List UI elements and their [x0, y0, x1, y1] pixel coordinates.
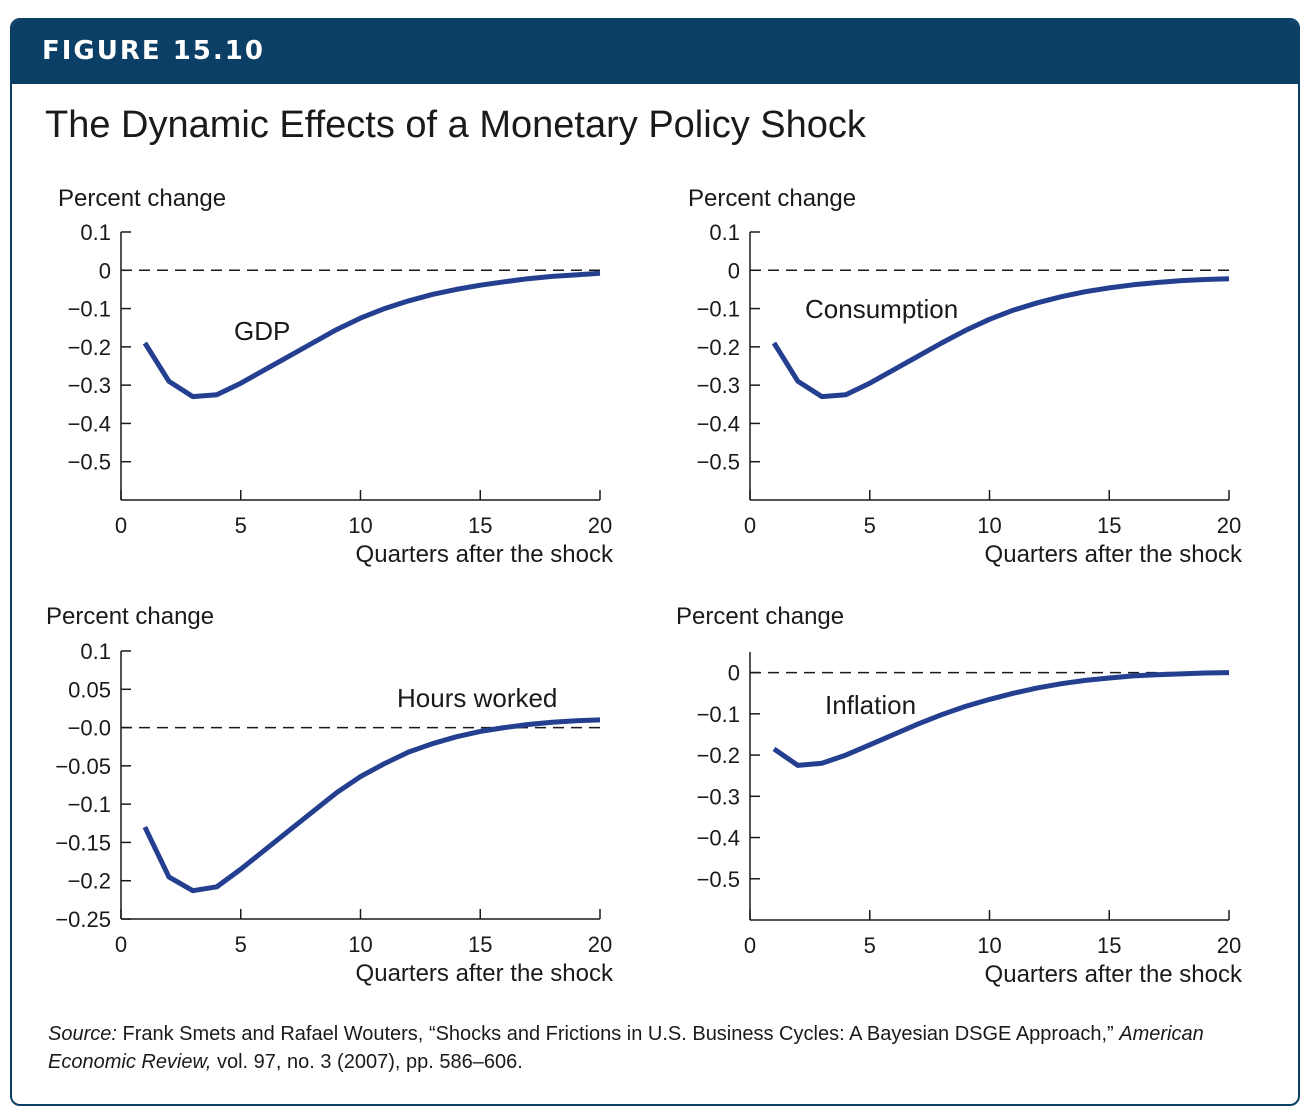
- figure-label: FIGURE 15.10: [42, 36, 265, 66]
- chart-1-xtick-label: 10: [348, 513, 372, 538]
- figure-title: The Dynamic Effects of a Monetary Policy…: [45, 104, 866, 146]
- source-details: vol. 97, no. 3 (2007), pp. 586–606.: [211, 1051, 523, 1073]
- chart-4-xtick-label: 5: [864, 933, 876, 958]
- chart-4-ytick-label: −0.1: [697, 702, 740, 727]
- chart-2-xtick-label: 5: [864, 513, 876, 538]
- chart-2-ytick-label: 0: [728, 258, 740, 283]
- chart-4-ylabel: Percent change: [676, 603, 844, 630]
- chart-2-ytick-label: −0.1: [697, 297, 740, 322]
- figure-frame: FIGURE 15.10 The Dynamic Effects of a Mo…: [10, 18, 1300, 1106]
- chart-3-ytick-label: −0.05: [55, 754, 111, 779]
- chart-2-series-line: [771, 276, 1230, 400]
- chart-4-xtick-label: 10: [977, 933, 1001, 958]
- chart-1-ytick-label: 0.1: [80, 220, 111, 245]
- chart-1-ytick-label: 0: [99, 258, 111, 283]
- chart-2-ytick-label: −0.2: [697, 335, 740, 360]
- chart-4-xlabel: Quarters after the shock: [985, 961, 1243, 988]
- chart-4-ytick-label: −0.3: [697, 784, 740, 809]
- chart-4-ytick-label: −0.5: [697, 867, 740, 892]
- chart-3-ytick-label: 0.05: [68, 677, 111, 702]
- chart-2-annotation: Consumption: [805, 294, 958, 324]
- chart-2-ytick-label: −0.3: [697, 373, 740, 398]
- chart-1-xtick-label: 20: [588, 513, 612, 538]
- chart-1-xtick-label: 5: [235, 513, 247, 538]
- chart-3-xtick-label: 10: [348, 932, 372, 957]
- chart-2-xtick-label: 20: [1217, 513, 1241, 538]
- chart-1-series-line: [142, 270, 601, 400]
- chart-3-ytick-label: −0.25: [55, 907, 111, 932]
- chart-3-ytick-label: −0.1: [68, 792, 111, 817]
- chart-3-annotation: Hours worked: [397, 683, 557, 713]
- figure-banner: FIGURE 15.10: [12, 20, 1298, 84]
- chart-3-series-line: [142, 717, 601, 894]
- chart-3-ytick-label: −0.15: [55, 830, 111, 855]
- chart-3-ylabel: Percent change: [46, 603, 214, 630]
- chart-3-xtick-label: 5: [235, 932, 247, 957]
- chart-2-xtick-label: 0: [744, 513, 756, 538]
- source-text: Frank Smets and Rafael Wouters, “Shocks …: [116, 1023, 1120, 1045]
- chart-2-ytick-label: −0.5: [697, 450, 740, 475]
- chart-3-ytick-label: −0.0: [68, 716, 111, 741]
- chart-3-xtick-label: 0: [115, 932, 127, 957]
- chart-1-ytick-label: −0.3: [68, 373, 111, 398]
- chart-3-ytick-label: −0.2: [68, 869, 111, 894]
- chart-2-ytick-label: 0.1: [709, 220, 740, 245]
- chart-4-ytick-label: −0.4: [697, 826, 740, 851]
- chart-4-xtick-label: 20: [1217, 933, 1241, 958]
- chart-2-ytick-label: −0.4: [697, 411, 740, 436]
- chart-1-xlabel: Quarters after the shock: [356, 541, 614, 568]
- chart-4-xtick-label: 15: [1097, 933, 1121, 958]
- chart-1-ytick-label: −0.5: [68, 450, 111, 475]
- chart-3-xlabel: Quarters after the shock: [356, 960, 614, 987]
- chart-2-xlabel: Quarters after the shock: [985, 541, 1243, 568]
- source-note: Source: Frank Smets and Rafael Wouters, …: [48, 1020, 1278, 1076]
- chart-2-xtick-label: 10: [977, 513, 1001, 538]
- source-journal: American Economic Review,: [48, 1023, 1204, 1073]
- chart-4-ytick-label: 0: [728, 661, 740, 686]
- chart-3-ytick-label: 0.1: [80, 639, 111, 664]
- chart-1-xtick-label: 15: [468, 513, 492, 538]
- chart-4-xtick-label: 0: [744, 933, 756, 958]
- chart-1-xtick-label: 0: [115, 513, 127, 538]
- chart-2-xtick-label: 15: [1097, 513, 1121, 538]
- chart-1-ylabel: Percent change: [58, 185, 226, 212]
- chart-4-annotation: Inflation: [825, 690, 916, 720]
- chart-1-ytick-label: −0.2: [68, 335, 111, 360]
- source-lead: Source:: [48, 1023, 117, 1045]
- chart-4-series-line: [772, 670, 1230, 768]
- chart-2-ylabel: Percent change: [688, 185, 856, 212]
- chart-3-xtick-label: 20: [588, 932, 612, 957]
- chart-4-ytick-label: −0.2: [697, 743, 740, 768]
- chart-1-ytick-label: −0.4: [68, 411, 111, 436]
- chart-1-annotation: GDP: [234, 316, 290, 346]
- chart-3-xtick-label: 15: [468, 932, 492, 957]
- chart-1-ytick-label: −0.1: [68, 297, 111, 322]
